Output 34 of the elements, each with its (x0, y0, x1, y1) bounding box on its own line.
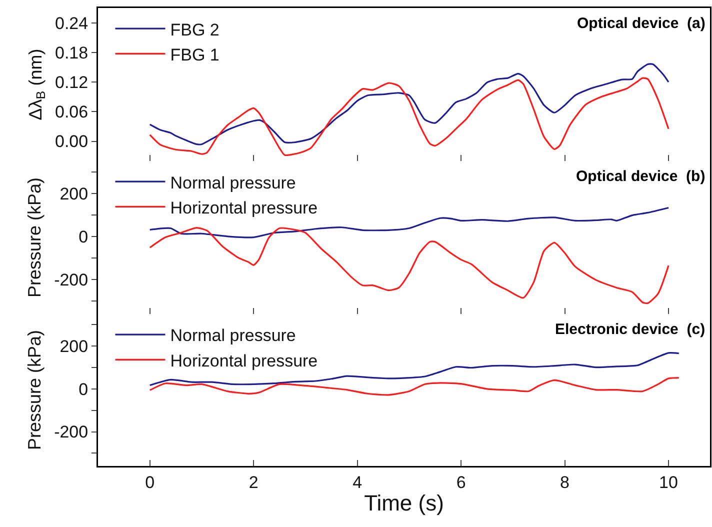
legend-label: Normal pressure (170, 326, 296, 346)
y-tick-label: 0.06 (55, 102, 88, 122)
legend-label: FBG 1 (170, 45, 220, 64)
legend-label: Horizontal pressure (170, 351, 318, 370)
legend-label: Horizontal pressure (170, 198, 318, 218)
line-series (149, 352, 680, 386)
x-tick-label: 2 (248, 472, 258, 492)
y-tick-label: 0 (78, 380, 88, 399)
y-tick-label: 0 (78, 227, 88, 246)
annotation: Optical device (b) (576, 168, 706, 185)
y-axis-title: Pressure (kPa) (24, 330, 45, 450)
x-tick-label: 0 (145, 472, 155, 492)
legend-label: FBG 2 (170, 20, 220, 40)
line-series (149, 377, 680, 396)
y-axis-title: Pressure (kPa) (24, 177, 45, 298)
x-tick-label: 8 (560, 472, 570, 492)
x-tick-label: 10 (659, 472, 678, 492)
y-tick-label: -200 (54, 422, 88, 442)
y-tick-label: 200 (60, 337, 88, 356)
x-tick-label: 6 (456, 472, 466, 492)
y-tick-label: 0.12 (55, 72, 88, 92)
line-series (149, 63, 670, 146)
legend-label: Normal pressure (170, 173, 296, 192)
annotation: Optical device (a) (577, 15, 706, 32)
x-tick-label: 4 (352, 472, 362, 492)
y-tick-label: 0.24 (55, 14, 88, 33)
y-tick-label: 200 (60, 184, 88, 204)
y-tick-label: 0.18 (55, 43, 88, 62)
x-axis-title: Time (s) (364, 490, 444, 516)
line-series (149, 227, 670, 304)
y-tick-label: -200 (54, 270, 88, 290)
line-series (149, 77, 670, 156)
y-tick-label: 0.00 (55, 132, 88, 152)
annotation: Electronic device (c) (555, 321, 706, 338)
